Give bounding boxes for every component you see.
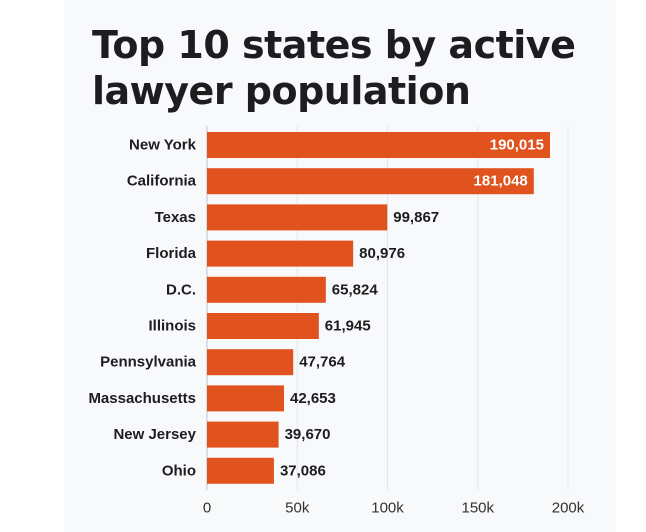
x-tick-label: 50k: [285, 500, 310, 517]
chart-title: Top 10 states by active lawyer populatio…: [92, 23, 576, 113]
category-label: Massachusetts: [88, 390, 196, 407]
value-label: 65,824: [332, 281, 379, 298]
category-label: Pennsylvania: [100, 354, 197, 371]
x-tick-label: 100k: [371, 500, 404, 517]
value-label: 37,086: [280, 462, 326, 479]
category-label: Illinois: [148, 318, 196, 335]
category-label: Texas: [155, 209, 196, 226]
category-label: Florida: [146, 245, 197, 262]
bar: [207, 385, 284, 412]
bar: [207, 132, 550, 158]
x-tick-label: 150k: [461, 500, 494, 517]
category-label: Ohio: [162, 462, 196, 479]
bar: [207, 421, 279, 448]
x-tick-label: 0: [203, 500, 211, 517]
bar: [207, 276, 326, 303]
category-label: D.C.: [166, 281, 196, 298]
category-label: New York: [129, 137, 197, 154]
value-label: 42,653: [290, 390, 336, 407]
value-label: 181,048: [474, 173, 528, 190]
value-label: 80,976: [359, 245, 405, 262]
x-tick-label: 200k: [552, 500, 585, 517]
bar: [207, 457, 274, 484]
bar: [207, 204, 388, 231]
category-label: California: [127, 173, 197, 190]
bar: [207, 240, 354, 267]
bar: [207, 313, 319, 339]
value-label: 61,945: [325, 318, 371, 335]
value-label: 47,764: [299, 354, 346, 371]
bar: [207, 168, 534, 195]
bar: [207, 349, 294, 376]
category-label: New Jersey: [113, 426, 196, 443]
value-label: 99,867: [393, 209, 439, 226]
value-label: 39,670: [285, 426, 331, 443]
value-label: 190,015: [490, 137, 544, 154]
